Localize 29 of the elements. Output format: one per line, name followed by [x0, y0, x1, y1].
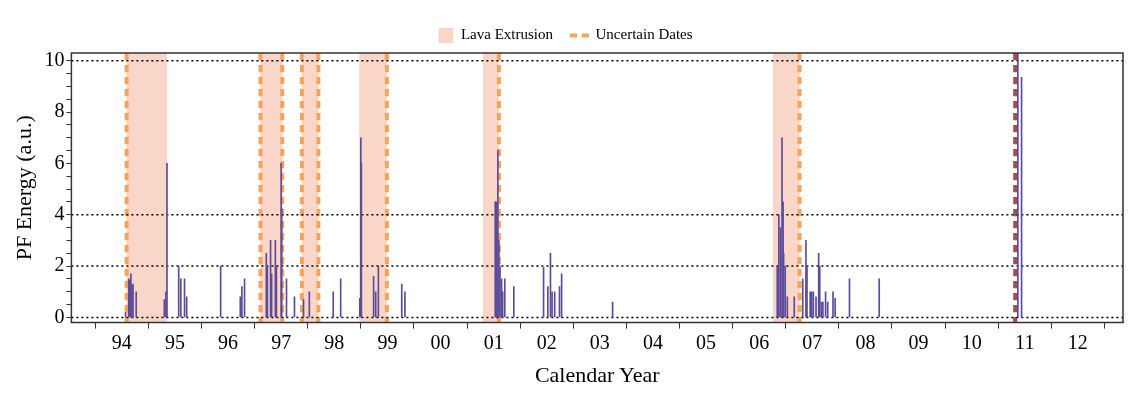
- y-tick-label: 0: [54, 304, 65, 327]
- x-tick-label: 04: [642, 330, 663, 353]
- x-tick-label: 94: [111, 330, 132, 353]
- x-tick-label: 98: [324, 330, 345, 353]
- x-axis-title: Calendar Year: [534, 361, 661, 387]
- x-tick-label: 05: [696, 330, 717, 353]
- y-tick-label: 10: [44, 47, 65, 70]
- legend-label: Lava Extrusion: [460, 26, 554, 43]
- x-tick-label: 03: [589, 330, 610, 353]
- x-tick-label: 97: [271, 330, 292, 353]
- x-tick-label: 09: [908, 330, 929, 353]
- x-tick-label: 96: [218, 330, 239, 353]
- legend-label: Uncertain Dates: [595, 26, 693, 43]
- x-tick-label: 99: [377, 330, 398, 353]
- x-tick-label: 00: [430, 330, 451, 353]
- y-tick-label: 4: [54, 202, 65, 225]
- x-tick-label: 01: [483, 330, 504, 353]
- x-tick-label: 02: [536, 330, 557, 353]
- x-tick-label: 12: [1067, 330, 1088, 353]
- y-tick-label: 2: [54, 253, 65, 276]
- x-tick-label: 07: [802, 330, 823, 353]
- x-tick-label: 10: [961, 330, 982, 353]
- y-tick-label: 6: [54, 150, 65, 173]
- x-tick-label: 11: [1015, 330, 1035, 353]
- x-tick-label: 08: [855, 330, 876, 353]
- y-axis-title: PF Energy (a.u.): [10, 115, 36, 261]
- x-tick-label: 06: [749, 330, 770, 353]
- x-tick-label: 95: [164, 330, 185, 353]
- y-tick-label: 8: [54, 99, 65, 122]
